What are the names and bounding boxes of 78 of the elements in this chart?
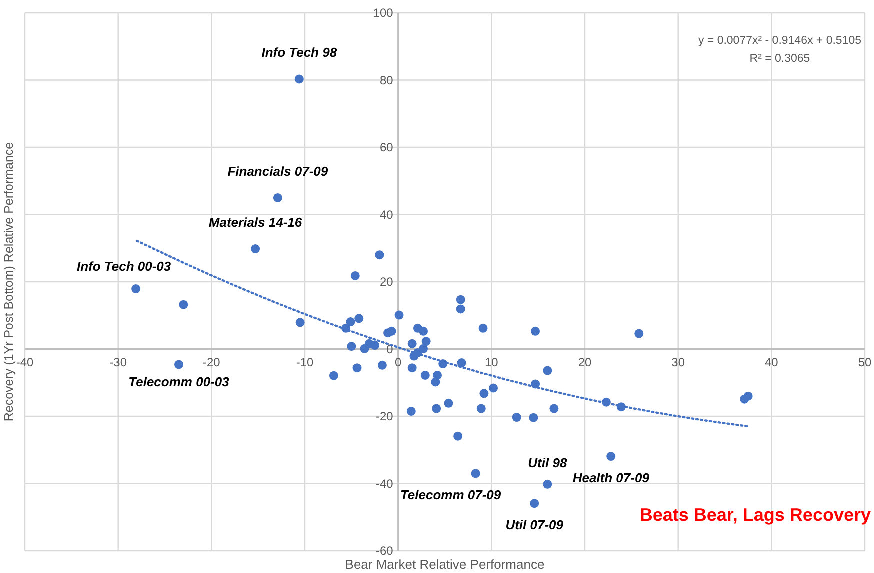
- point: [478, 324, 488, 333]
- point: [531, 326, 540, 336]
- annotation: Telecomm 07-09: [400, 488, 502, 503]
- x-tick-label: -10: [296, 355, 314, 370]
- y-tick-label: -40: [376, 476, 394, 491]
- point: [346, 318, 356, 327]
- point: [744, 392, 753, 401]
- x-tick-label: -20: [202, 355, 221, 370]
- point: [457, 358, 466, 368]
- point: [456, 304, 466, 314]
- point: [179, 300, 188, 310]
- point: [512, 413, 522, 422]
- point: [419, 326, 428, 336]
- point: [543, 366, 552, 376]
- point: [432, 404, 442, 414]
- point: [634, 329, 644, 338]
- x-axis-title: Bear Market Relative Performance: [345, 557, 545, 572]
- point: [444, 398, 454, 408]
- point: [408, 339, 417, 348]
- point: [370, 341, 380, 350]
- point: [352, 364, 362, 373]
- point: [431, 378, 440, 387]
- point: [471, 469, 480, 478]
- point: [480, 389, 489, 398]
- x-tick-label: 40: [764, 355, 779, 370]
- point: [394, 310, 404, 320]
- y-tick-label: 100: [373, 6, 394, 20]
- point: [347, 342, 356, 352]
- point: [550, 404, 559, 414]
- annotation: R² = 0.3065: [750, 53, 810, 65]
- point: [543, 480, 552, 489]
- y-tick-label: 80: [380, 73, 394, 88]
- x-tick-label: 50: [858, 355, 872, 370]
- point: [456, 295, 466, 304]
- point: [422, 337, 431, 346]
- y-tick-label: 60: [380, 140, 394, 154]
- annotation: Financials 07-09: [228, 164, 329, 179]
- point: [606, 452, 616, 462]
- point: [454, 432, 463, 441]
- point: [406, 406, 416, 416]
- x-tick-label: 30: [672, 355, 686, 370]
- annotation: Info Tech 98: [262, 45, 338, 60]
- point: [387, 326, 396, 336]
- point: [174, 360, 184, 370]
- point: [476, 404, 486, 414]
- point: [489, 384, 498, 393]
- annotation: Info Tech 00-03: [76, 259, 172, 274]
- point: [420, 370, 430, 380]
- point: [329, 371, 338, 380]
- y-axis-title: Recovery (1Yr Post Bottom) Relative Performance: [2, 142, 16, 422]
- point: [294, 74, 304, 84]
- x-tick-label: 10: [484, 355, 499, 370]
- point: [375, 250, 384, 260]
- y-tick-label: 40: [380, 208, 394, 222]
- point: [530, 499, 540, 508]
- x-tick-label: -40: [16, 355, 34, 370]
- annotation: y = 0.0077x² - 0.9146x + 0.5105: [698, 35, 862, 47]
- point: [378, 360, 387, 370]
- point: [354, 314, 364, 324]
- point: [350, 271, 360, 280]
- point: [251, 244, 260, 254]
- point: [408, 364, 417, 373]
- annotation: Telecomm 00-03: [128, 374, 230, 390]
- point: [273, 193, 282, 202]
- y-tick-label: 20: [380, 275, 394, 289]
- point: [419, 344, 428, 354]
- y-tick-label: -20: [376, 410, 394, 424]
- point: [132, 284, 141, 294]
- y-tick-label: -60: [376, 544, 394, 558]
- x-tick-label: 20: [578, 355, 592, 370]
- annotation: Health 07-09: [572, 470, 650, 486]
- annotation: Beats Bear, Lags Recovery: [640, 505, 871, 525]
- x-tick-label: -30: [110, 355, 128, 370]
- point: [529, 413, 538, 422]
- annotation: Materials 14-16: [208, 215, 303, 230]
- point: [296, 318, 305, 328]
- annotation: Util 98: [528, 455, 568, 470]
- annotation: Util 07-09: [506, 518, 564, 533]
